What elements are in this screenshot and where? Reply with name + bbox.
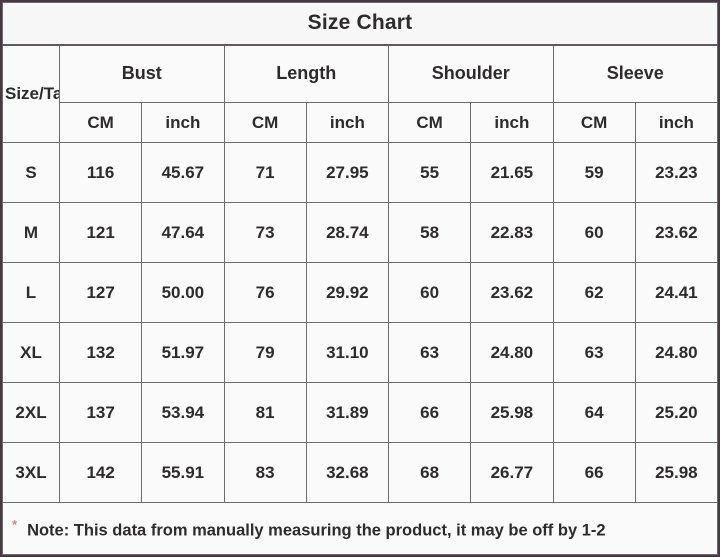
cell-value: 25.98 (470, 382, 554, 443)
cell-value: 132 (58, 322, 143, 383)
cell-value: 68 (387, 442, 472, 503)
cell-value: 127 (58, 262, 143, 323)
cell-value: 45.67 (141, 142, 225, 203)
cell-value: 66 (387, 382, 472, 443)
cell-value: 27.95 (305, 142, 390, 203)
cell-value: 64 (552, 382, 636, 443)
group-header-row: Size/Tag Bust Length Shoulder Sleeve (2, 44, 718, 143)
size-label: M (2, 202, 60, 263)
cell-value: 55.91 (141, 442, 225, 503)
cell-value: 63 (552, 322, 636, 383)
cell-value: 29.92 (305, 262, 390, 323)
size-label: L (2, 262, 60, 323)
cell-value: 53.94 (141, 382, 225, 443)
corner-header-size-tag: Size/Tag (2, 44, 60, 143)
size-label: S (2, 142, 60, 203)
cell-value: 60 (387, 262, 472, 323)
unit-header: inch (141, 102, 225, 143)
cell-value: 137 (58, 382, 143, 443)
cell-value: 24.80 (470, 322, 554, 383)
cell-value: 116 (58, 142, 143, 203)
cell-value: 58 (387, 202, 472, 263)
unit-header: CM (387, 102, 472, 143)
cell-value: 24.41 (634, 262, 719, 323)
table-row: M 121 47.64 73 28.74 58 22.83 60 23.62 (2, 202, 719, 263)
table-row: 2XL 137 53.94 81 31.89 66 25.98 64 25.20 (2, 382, 719, 443)
cell-value: 121 (58, 202, 143, 263)
cell-value: 50.00 (141, 262, 225, 323)
cell-value: 25.98 (634, 442, 719, 503)
table-row: L 127 50.00 76 29.92 60 23.62 62 24.41 (2, 262, 719, 323)
cell-value: 83 (223, 442, 307, 503)
cell-value: 142 (58, 442, 143, 503)
cell-value: 73 (223, 202, 307, 263)
size-label: 2XL (2, 382, 60, 443)
cell-value: 22.83 (470, 202, 554, 263)
unit-header: CM (223, 102, 307, 143)
cell-value: 62 (552, 262, 636, 323)
column-group-shoulder: Shoulder (388, 44, 554, 103)
cell-value: 31.89 (305, 382, 390, 443)
unit-header: inch (470, 102, 554, 143)
cell-value: 47.64 (141, 202, 225, 263)
unit-header: inch (634, 102, 719, 143)
cell-value: 24.80 (634, 322, 719, 383)
cell-value: 28.74 (305, 202, 390, 263)
column-group-length: Length (223, 44, 389, 103)
cell-value: 55 (387, 142, 472, 203)
cell-value: 23.62 (634, 202, 719, 263)
cell-value: 66 (552, 442, 636, 503)
table-row: 3XL 142 55.91 83 32.68 68 26.77 66 25.98 (2, 442, 719, 503)
note-cell: * Note: This data from manually measuring… (2, 502, 718, 555)
page-title: Size Chart (2, 2, 718, 46)
unit-header-row: CM inch CM inch CM inch CM inch (3, 102, 719, 143)
note-asterisk: * (12, 516, 18, 532)
cell-value: 59 (552, 142, 636, 203)
note-text: Note: This data from manually measuring … (27, 521, 606, 540)
cell-value: 76 (223, 262, 307, 323)
cell-value: 71 (223, 142, 307, 203)
table-row: S 116 45.67 71 27.95 55 21.65 59 23.23 (2, 142, 719, 203)
cell-value: 60 (552, 202, 636, 263)
note-row: * Note: This data from manually measuring… (2, 502, 718, 555)
cell-value: 32.68 (305, 442, 390, 503)
cell-value: 51.97 (141, 322, 225, 383)
cell-value: 25.20 (634, 382, 719, 443)
unit-header: CM (552, 102, 636, 143)
unit-header: CM (58, 102, 143, 143)
unit-header: inch (305, 102, 390, 143)
size-label: XL (2, 322, 60, 383)
cell-value: 23.23 (634, 142, 719, 203)
cell-value: 31.10 (305, 322, 390, 383)
cell-value: 26.77 (470, 442, 554, 503)
cell-value: 21.65 (470, 142, 554, 203)
title-row: Size Chart (2, 2, 718, 46)
cell-value: 23.62 (470, 262, 554, 323)
cell-value: 79 (223, 322, 307, 383)
table-row: XL 132 51.97 79 31.10 63 24.80 63 24.80 (2, 322, 719, 383)
size-label: 3XL (2, 442, 60, 503)
cell-value: 63 (387, 322, 472, 383)
column-group-sleeve: Sleeve (552, 44, 718, 103)
column-group-bust: Bust (59, 44, 225, 103)
cell-value: 81 (223, 382, 307, 443)
